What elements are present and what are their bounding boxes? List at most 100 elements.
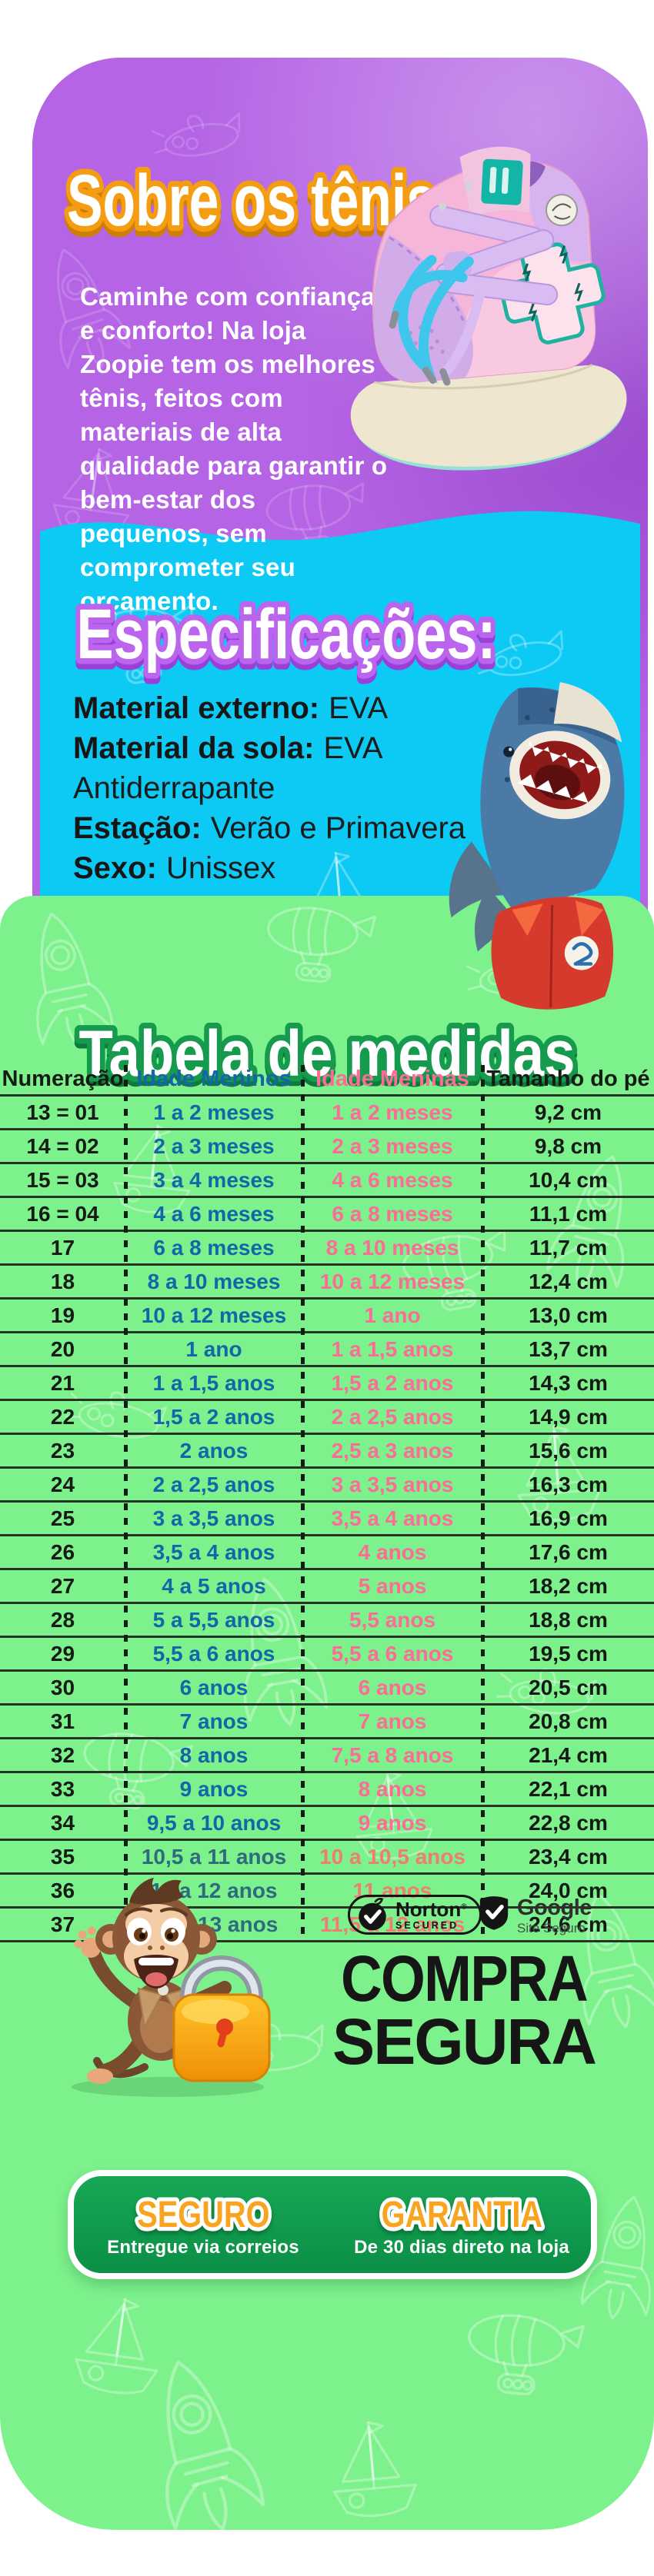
svg-text:Especificações:: Especificações: [77, 601, 496, 679]
cell-idade-meninos: 7 anos [179, 1709, 249, 1733]
cell-idade-meninas: 9 anos [358, 1810, 427, 1835]
cell-numeracao: 21 [50, 1370, 75, 1395]
cell-numeracao: 33 [50, 1776, 75, 1801]
cell-idade-meninas: 5 anos [358, 1573, 427, 1598]
cell-idade-meninos: 6 anos [179, 1675, 249, 1699]
table-row: 21 1 a 1,5 anos 1,5 a 2 anos 14,3 cm [0, 1365, 654, 1399]
cell-numeracao: 34 [50, 1810, 75, 1835]
cell-idade-meninos: 3 a 4 meses [153, 1167, 275, 1192]
cell-idade-meninos: 8 a 10 meses [147, 1269, 281, 1293]
cell-idade-meninos: 9,5 a 10 anos [146, 1810, 282, 1835]
cell-idade-meninas: 6 anos [358, 1675, 427, 1699]
cell-tamanho-do-pe: 18,8 cm [529, 1607, 608, 1632]
about-paragraph: Caminhe com confiança e conforto! Na loj… [80, 282, 388, 615]
cell-numeracao: 26 [50, 1539, 75, 1564]
specs-title: Especificações: Especificações: [71, 590, 502, 685]
column-header-numeracao: Numeração [2, 1066, 124, 1091]
svg-text:Especificações:: Especificações: [77, 595, 496, 674]
cell-idade-meninas: 6 a 8 meses [332, 1201, 453, 1226]
table-row: 34 9,5 a 10 anos 9 anos 22,8 cm [0, 1805, 654, 1839]
cell-tamanho-do-pe: 11,1 cm [529, 1201, 608, 1226]
cell-tamanho-do-pe: 18,2 cm [529, 1573, 608, 1598]
cell-idade-meninas: 10 a 12 meses [319, 1269, 465, 1293]
cell-numeracao: 36 [50, 1878, 75, 1902]
svg-text:SEGURO: SEGURO [137, 2194, 269, 2235]
brand-name: Zoopie [80, 350, 165, 378]
spec-label: Estação: [73, 811, 202, 845]
cell-tamanho-do-pe: 23,4 cm [529, 1844, 608, 1869]
table-row: 23 2 anos 2,5 a 3 anos 15,6 cm [0, 1433, 654, 1466]
cell-tamanho-do-pe: 16,9 cm [529, 1506, 608, 1530]
table-row: 22 1,5 a 2 anos 2 a 2,5 anos 14,9 cm [0, 1399, 654, 1433]
table-row: 35 10,5 a 11 anos 10 a 10,5 anos 23,4 cm [0, 1839, 654, 1872]
size-table-title: Tabela de medidas Tabela de medidas [73, 1012, 581, 1100]
monkey-mascot-illustration [72, 1878, 271, 2097]
cell-numeracao: 23 [50, 1438, 75, 1463]
spec-item: Material externo: EVA [73, 688, 535, 728]
cell-numeracao: 35 [50, 1844, 75, 1869]
svg-text:Sobre os tênis: Sobre os tênis [67, 160, 436, 241]
cell-tamanho-do-pe: 22,1 cm [529, 1776, 608, 1801]
cell-tamanho-do-pe: 13,0 cm [529, 1303, 608, 1327]
cell-idade-meninos: 2 a 2,5 anos [152, 1472, 275, 1496]
cell-tamanho-do-pe: 14,3 cm [529, 1370, 608, 1395]
cell-numeracao: 30 [50, 1675, 75, 1699]
cell-idade-meninos: 10 a 12 meses [141, 1303, 287, 1327]
cell-numeracao: 13 = 01 [26, 1100, 99, 1124]
cell-tamanho-do-pe: 11,7 cm [529, 1235, 608, 1260]
svg-text:COMPRA: COMPRA [341, 1942, 587, 2015]
spec-value: Unissex [165, 851, 276, 885]
spec-item: Estação: Verão e Primavera [73, 808, 535, 848]
toy-boat-pattern-icon [62, 2285, 176, 2406]
column-header-idade-meninas: Idade Meninas [315, 1066, 469, 1091]
google-badge-text: Google Site Seguro [517, 1895, 592, 1936]
cell-numeracao: 28 [50, 1607, 75, 1632]
cell-tamanho-do-pe: 9,2 cm [534, 1100, 602, 1124]
garantia-title: GARANTIA [377, 2190, 546, 2239]
toy-blimp-pattern-icon [258, 896, 381, 997]
cell-numeracao: 29 [50, 1641, 75, 1666]
cell-idade-meninas: 1 ano [364, 1303, 421, 1327]
norton-badge-text: Norton® SECURED [395, 1897, 467, 1931]
cell-tamanho-do-pe: 9,8 cm [534, 1133, 602, 1158]
cell-tamanho-do-pe: 12,4 cm [529, 1269, 608, 1293]
spec-item: Sexo: Unissex [73, 848, 535, 888]
cell-idade-meninos: 5 a 5,5 anos [152, 1607, 275, 1632]
svg-text:SEGURA: SEGURA [332, 2005, 596, 2078]
cell-idade-meninos: 8 anos [179, 1742, 249, 1767]
spec-value: Verão e Primavera [210, 811, 466, 845]
spec-item: Antiderrapante [73, 768, 535, 808]
svg-text:Sobre os tênis: Sobre os tênis [67, 165, 436, 247]
spec-value: EVA [329, 691, 389, 725]
cell-idade-meninas: 7 anos [358, 1709, 427, 1733]
cell-idade-meninos: 2 a 3 meses [153, 1133, 275, 1158]
cell-idade-meninas: 1 a 1,5 anos [331, 1336, 454, 1361]
cell-numeracao: 37 [50, 1912, 75, 1936]
table-row: 14 = 02 2 a 3 meses 2 a 3 meses 9,8 cm [0, 1128, 654, 1162]
cell-tamanho-do-pe: 17,6 cm [529, 1539, 608, 1564]
cell-idade-meninas: 8 anos [358, 1776, 427, 1801]
cell-numeracao: 22 [50, 1404, 75, 1429]
cell-tamanho-do-pe: 16,3 cm [529, 1472, 608, 1496]
about-title: Sobre os tênis Sobre os tênis [62, 155, 442, 253]
cell-idade-meninas: 3 a 3,5 anos [331, 1472, 454, 1496]
seguro-title: SEGURO [133, 2190, 273, 2239]
svg-text:Tabela de medidas: Tabela de medidas [79, 1022, 576, 1094]
cell-idade-meninas: 2 a 2,5 anos [331, 1404, 454, 1429]
spec-value: EVA [323, 731, 383, 765]
cell-tamanho-do-pe: 22,8 cm [529, 1810, 608, 1835]
table-row: 24 2 a 2,5 anos 3 a 3,5 anos 16,3 cm [0, 1466, 654, 1500]
toy-boat-pattern-icon [319, 2411, 428, 2527]
cell-numeracao: 32 [50, 1742, 75, 1767]
cell-idade-meninos: 4 a 6 meses [153, 1201, 275, 1226]
cell-numeracao: 24 [50, 1472, 75, 1496]
cell-idade-meninos: 3,5 a 4 anos [152, 1539, 275, 1564]
seguro-subtitle: Entregue via correios [107, 2237, 299, 2258]
cell-idade-meninas: 5,5 anos [349, 1607, 436, 1632]
spec-item: Material da sola: EVA [73, 728, 535, 768]
guarantee-panel: SEGURO Entregue via correios GARANTIA De… [68, 2170, 597, 2279]
column-header-idade-meninos: Idade Meninos [136, 1066, 292, 1091]
table-row: 33 9 anos 8 anos 22,1 cm [0, 1771, 654, 1805]
cell-idade-meninos: 3 a 3,5 anos [152, 1506, 275, 1530]
